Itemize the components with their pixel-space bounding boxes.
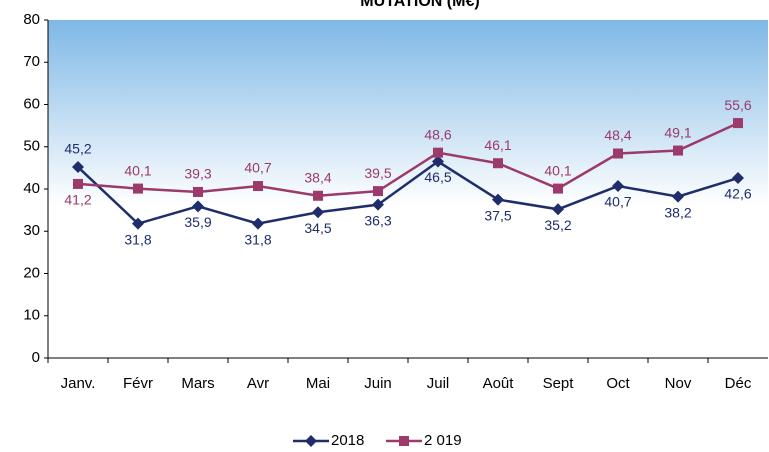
data-label: 41,2 [64, 192, 91, 208]
marker [672, 190, 684, 203]
x-tick-label: Juil [427, 375, 450, 392]
data-label: 49,1 [664, 124, 691, 140]
x-tick-label: Août [483, 375, 515, 392]
y-tick-label: 0 [32, 349, 40, 366]
y-tick-label: 20 [23, 264, 40, 281]
data-label: 40,7 [244, 160, 271, 176]
x-tick-label: Déc [725, 375, 752, 392]
x-tick-label: Mai [306, 375, 330, 392]
data-label: 40,7 [604, 194, 631, 210]
marker [313, 190, 323, 201]
data-label: 48,6 [424, 126, 451, 142]
data-label: 42,6 [724, 186, 751, 202]
marker [552, 203, 564, 216]
y-tick-label: 40 [23, 180, 40, 197]
marker [673, 145, 683, 156]
data-label: 40,1 [544, 162, 571, 178]
marker [312, 206, 324, 219]
marker [133, 183, 143, 194]
data-label: 39,3 [184, 166, 211, 182]
marker [193, 186, 203, 197]
y-tick-label: 50 [23, 138, 40, 155]
data-label: 40,1 [124, 162, 151, 178]
data-label: 45,2 [64, 141, 91, 157]
marker [732, 172, 744, 185]
series-line [77, 160, 739, 226]
x-tick-label: Mars [181, 375, 214, 392]
x-tick-label: Avr [247, 375, 269, 392]
legend-label: 2018 [331, 432, 364, 449]
marker [492, 193, 504, 206]
data-label: 55,6 [724, 97, 751, 113]
plot-area [48, 20, 768, 358]
marker [373, 186, 383, 197]
marker [192, 200, 204, 213]
marker [612, 180, 624, 193]
chart-title: MUTATION (M€) [360, 0, 479, 10]
legend-marker [399, 436, 409, 446]
marker [253, 181, 263, 192]
marker [493, 158, 503, 169]
data-label: 39,5 [364, 165, 391, 181]
x-tick-label: Oct [606, 375, 630, 392]
marker [733, 118, 743, 129]
x-tick-label: Nov [665, 375, 692, 392]
data-label: 37,5 [484, 207, 511, 223]
data-label: 34,5 [304, 220, 331, 236]
data-label: 31,8 [244, 231, 271, 247]
y-tick-label: 30 [23, 222, 40, 239]
data-label: 46,5 [424, 169, 451, 185]
data-label: 38,4 [304, 169, 331, 185]
marker [73, 178, 83, 189]
marker [372, 198, 384, 211]
x-tick-label: Juin [364, 375, 392, 392]
y-tick-label: 10 [23, 307, 40, 324]
marker [553, 183, 563, 194]
data-label: 46,1 [484, 137, 511, 153]
legend-label: 2 019 [424, 432, 462, 449]
marker [132, 217, 144, 230]
marker [432, 155, 444, 168]
y-tick-label: 60 [23, 95, 40, 112]
data-label: 36,3 [364, 212, 391, 228]
marker [613, 148, 623, 159]
x-tick-label: Janv. [61, 375, 96, 392]
y-tick-label: 70 [23, 53, 40, 70]
data-label: 35,9 [184, 214, 211, 230]
legend-marker [305, 435, 317, 447]
x-tick-label: Sept [543, 375, 575, 392]
x-tick-label: Févr [123, 375, 153, 392]
data-label: 38,2 [664, 204, 691, 220]
marker [252, 217, 264, 230]
marker [433, 147, 443, 158]
series-line [77, 121, 739, 198]
data-label: 35,2 [544, 217, 571, 233]
data-label: 48,4 [604, 127, 631, 143]
data-label: 31,8 [124, 231, 151, 247]
y-tick-label: 80 [23, 11, 40, 28]
marker [72, 161, 84, 174]
